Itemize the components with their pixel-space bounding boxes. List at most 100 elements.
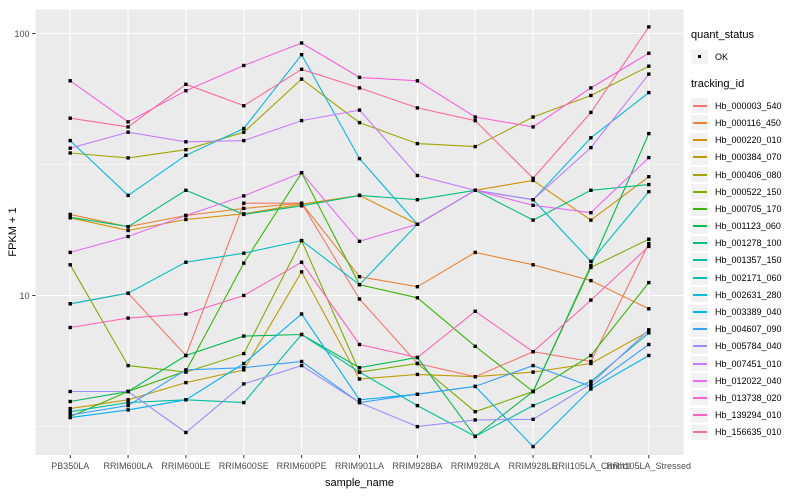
data-point: [531, 263, 535, 267]
data-point: [357, 275, 362, 279]
legend-item-label: Hb_000220_010: [715, 135, 782, 146]
line-swatch-icon: [692, 139, 707, 142]
data-point: [531, 417, 535, 421]
legend-item-Hb_007451_010: Hb_007451_010: [691, 355, 782, 372]
data-point: [242, 361, 246, 366]
legend-item-Hb_013738_020: Hb_013738_020: [691, 389, 782, 406]
data-point: [415, 372, 420, 377]
data-point: [531, 403, 535, 408]
data-point: [299, 238, 304, 243]
legend-key-box: [691, 287, 708, 303]
legend-item-Hb_004607_090: Hb_004607_090: [691, 321, 782, 338]
data-point: [242, 251, 246, 255]
data-point: [184, 398, 188, 402]
data-point: [415, 141, 420, 146]
data-point: [357, 193, 362, 198]
data-point: [242, 334, 246, 338]
data-point: [589, 86, 593, 90]
legend-key-box: [691, 115, 708, 131]
data-point: [184, 312, 188, 316]
data-point: [126, 389, 130, 394]
data-point: [473, 418, 477, 422]
line-swatch-icon: [692, 190, 707, 193]
y-tick-label: 100: [14, 28, 30, 39]
line-swatch-icon: [692, 121, 707, 124]
data-point: [473, 434, 477, 439]
data-point: [647, 155, 651, 160]
data-point: [299, 260, 304, 264]
data-point: [415, 285, 420, 289]
data-point: [126, 398, 130, 402]
legend-item-Hb_005784_040: Hb_005784_040: [691, 338, 782, 355]
data-point: [589, 136, 593, 140]
data-point: [647, 328, 651, 332]
legend-key-box: [691, 338, 708, 354]
data-point: [242, 212, 246, 217]
data-point: [531, 198, 535, 202]
legend-item-label: Hb_001278_100: [715, 238, 782, 249]
data-point: [531, 178, 535, 183]
data-point: [184, 353, 188, 358]
data-point: [299, 118, 304, 123]
data-point: [589, 93, 593, 98]
data-point: [647, 307, 651, 311]
legend-item-Hb_156635_010: Hb_156635_010: [691, 424, 782, 441]
data-point: [184, 82, 188, 86]
legend-item-Hb_139294_010: Hb_139294_010: [691, 407, 782, 424]
data-point: [68, 415, 72, 420]
data-point: [299, 270, 304, 274]
data-point: [647, 331, 651, 335]
data-point: [357, 398, 362, 402]
data-point: [589, 259, 593, 264]
data-point: [357, 297, 362, 301]
legend-item-Hb_000522_150: Hb_000522_150: [691, 183, 782, 200]
legend-item-quant-ok: OK: [691, 48, 782, 65]
data-point: [415, 198, 420, 202]
data-point: [184, 430, 188, 435]
x-tick-label: RRIM928LA: [450, 461, 500, 471]
data-point: [184, 380, 188, 385]
data-point: [589, 218, 593, 222]
data-point: [531, 176, 535, 180]
line-swatch-icon: [692, 293, 707, 296]
data-point: [589, 263, 593, 268]
data-point: [126, 363, 130, 368]
data-point: [242, 293, 246, 298]
data-point: [531, 363, 535, 368]
data-point: [68, 302, 72, 306]
data-point: [357, 342, 362, 347]
data-point: [299, 53, 304, 57]
data-point: [531, 444, 535, 449]
data-point: [531, 115, 535, 119]
gridlines: [35, 9, 684, 455]
legend-item-label: Hb_000705_170: [715, 203, 782, 214]
data-point: [415, 361, 420, 366]
data-point: [242, 368, 246, 372]
legend-key-box: [691, 201, 708, 217]
data-point: [242, 400, 246, 405]
x-tick-label: RRIM901LA: [334, 461, 385, 471]
data-point: [647, 237, 651, 241]
line-swatch-icon: [692, 328, 707, 331]
data-point: [647, 280, 651, 285]
data-point: [531, 203, 535, 207]
data-point: [647, 131, 651, 136]
data-point: [68, 116, 72, 120]
data-point: [415, 392, 420, 396]
data-point: [415, 355, 420, 360]
data-point: [357, 75, 362, 80]
line-swatch-icon: [692, 207, 707, 210]
data-point: [184, 260, 188, 264]
legend-item-label: Hb_002631_280: [715, 289, 782, 300]
data-point: [184, 148, 188, 152]
legend-tracking-items: Hb_000003_540 Hb_000116_450 Hb_000220_010 H…: [691, 97, 782, 441]
data-point: [126, 156, 130, 160]
data-point: [299, 332, 304, 337]
data-point: [126, 130, 130, 134]
legend-item-label: Hb_156635_010: [715, 427, 782, 438]
data-point: [299, 204, 304, 208]
line-swatch-icon: [692, 276, 707, 279]
data-point: [68, 406, 72, 411]
legend-key-box: [691, 304, 708, 320]
legend-item-label: OK: [715, 51, 729, 62]
